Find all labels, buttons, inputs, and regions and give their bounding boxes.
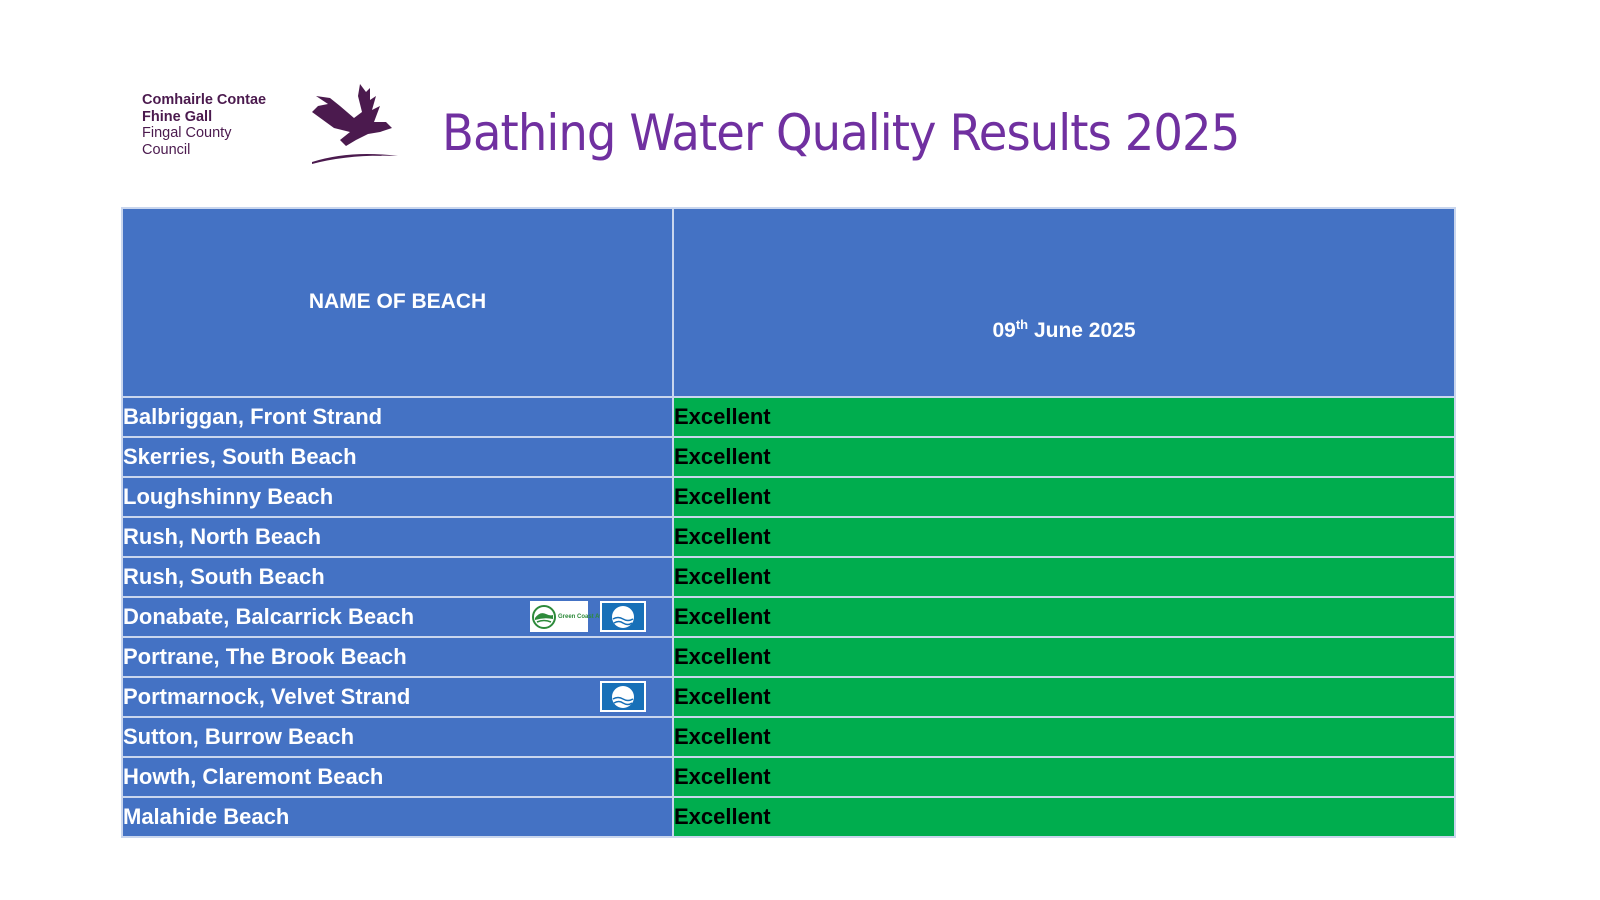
table-row: Sutton, Burrow Beach Excellent: [121, 716, 1456, 758]
page-title: Bathing Water Quality Results 2025: [442, 104, 1240, 162]
award-badges: [600, 681, 646, 712]
date-rest: June 2025: [1028, 318, 1136, 342]
beach-name: Malahide Beach: [121, 796, 674, 838]
table-header-row: NAME OF BEACH 09th June 2025: [121, 207, 1456, 398]
green-coast-award-icon: Green Coast Award: [530, 601, 614, 632]
table-row: Balbriggan, Front Strand Excellent: [121, 396, 1456, 438]
beach-name: Rush, North Beach: [121, 516, 674, 558]
logo-line-4: Council: [142, 141, 191, 158]
table-row: Howth, Claremont Beach Excellent: [121, 756, 1456, 798]
logo-line-3: Fingal County: [142, 125, 232, 141]
result-cell: Excellent: [672, 476, 1456, 518]
table-row: Portmarnock, Velvet Strand Excellent: [121, 676, 1456, 718]
result-cell: Excellent: [672, 796, 1456, 838]
result-cell: Excellent: [672, 636, 1456, 678]
date-day: 09: [992, 318, 1016, 342]
blue-flag-icon: [600, 601, 646, 632]
beach-name-cell: Portmarnock, Velvet Strand: [121, 676, 674, 718]
result-cell: Excellent: [672, 396, 1456, 438]
council-logo-text: Comhairle Contae Fhine Gall Fingal Count…: [142, 92, 266, 158]
result-cell: Excellent: [672, 676, 1456, 718]
column-header-name: NAME OF BEACH: [121, 207, 674, 398]
beach-name: Sutton, Burrow Beach: [121, 716, 674, 758]
bathing-results-table: NAME OF BEACH 09th June 2025 Balbriggan,…: [121, 207, 1456, 838]
result-cell: Excellent: [672, 756, 1456, 798]
table-row: Rush, North Beach Excellent: [121, 516, 1456, 558]
logo-line-2: Fhine Gall: [142, 108, 213, 125]
beach-name: Rush, South Beach: [121, 556, 674, 598]
result-cell: Excellent: [672, 716, 1456, 758]
table-row: Rush, South Beach Excellent: [121, 556, 1456, 598]
award-badges: Green Coast Award: [530, 601, 646, 632]
logo-line-1: Comhairle Contae: [142, 92, 267, 108]
result-cell: Excellent: [672, 516, 1456, 558]
column-header-date: 09th June 2025: [672, 207, 1456, 398]
date-suffix: th: [1015, 316, 1029, 332]
beach-name: Howth, Claremont Beach: [121, 756, 674, 798]
result-cell: Excellent: [672, 436, 1456, 478]
fingal-bird-logo-icon: [312, 84, 398, 164]
result-cell: Excellent: [672, 556, 1456, 598]
green-coast-emblem-icon: [532, 604, 556, 629]
table-row: Donabate, Balcarrick Beach Green Coast A…: [121, 596, 1456, 638]
green-coast-label: Green Coast Award: [558, 613, 614, 620]
table-row: Malahide Beach Excellent: [121, 796, 1456, 838]
beach-name: Loughshinny Beach: [121, 476, 674, 518]
result-cell: Excellent: [672, 596, 1456, 638]
beach-name: Skerries, South Beach: [121, 436, 674, 478]
table-row: Loughshinny Beach Excellent: [121, 476, 1456, 518]
beach-name: Portrane, The Brook Beach: [121, 636, 674, 678]
table-row: Skerries, South Beach Excellent: [121, 436, 1456, 478]
beach-name-cell: Donabate, Balcarrick Beach Green Coast A…: [121, 596, 674, 638]
blue-flag-icon: [600, 681, 646, 712]
beach-name: Donabate, Balcarrick Beach: [123, 604, 415, 629]
table-row: Portrane, The Brook Beach Excellent: [121, 636, 1456, 678]
beach-name: Balbriggan, Front Strand: [121, 396, 674, 438]
beach-name: Portmarnock, Velvet Strand: [123, 684, 411, 709]
